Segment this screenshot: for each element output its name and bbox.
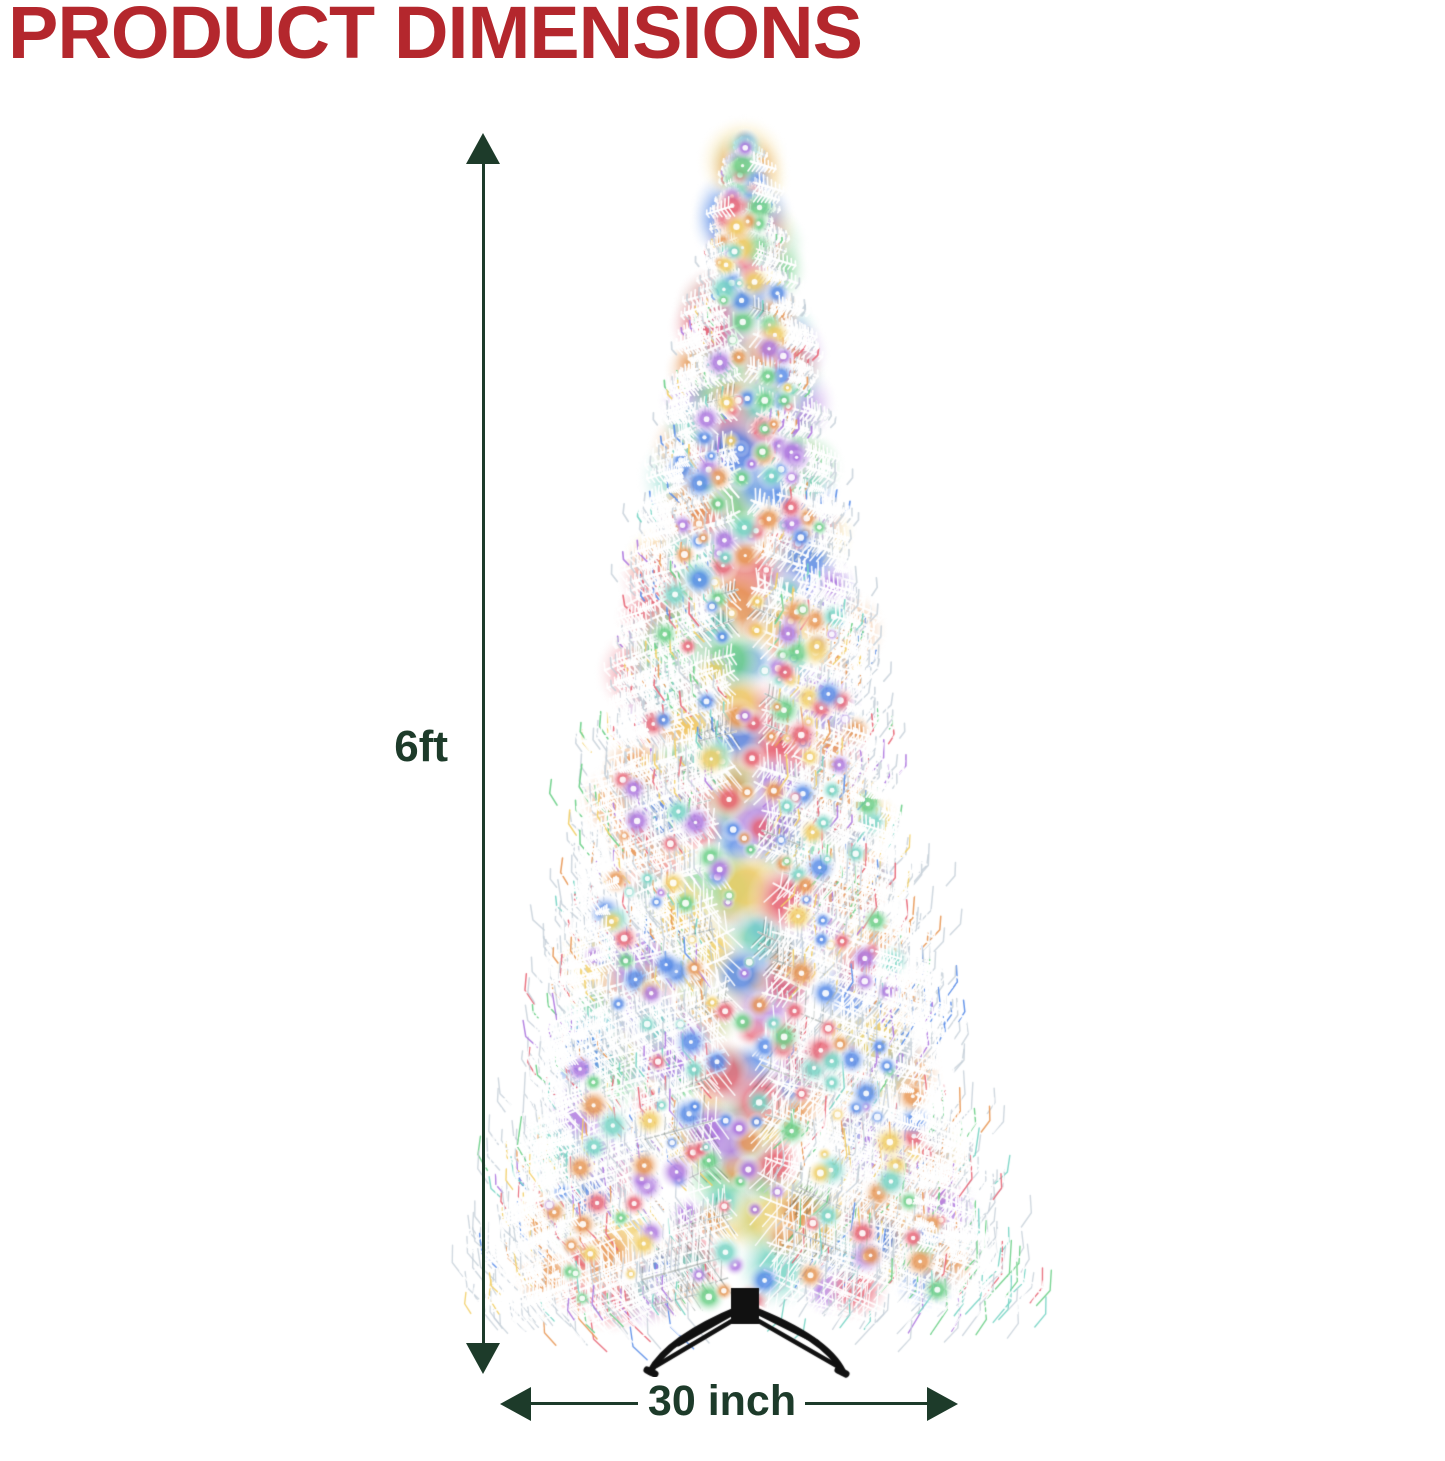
width-arrow-right-icon [927,1387,958,1421]
width-arrow-left-icon [500,1387,531,1421]
height-arrow-down-icon [466,1343,500,1374]
height-label: 6ft [394,722,448,771]
height-arrow-up-icon [466,133,500,164]
width-dimension-line-right [805,1402,930,1405]
width-label: 30 inch [641,1377,803,1426]
width-dimension-line-left [528,1402,638,1405]
height-dimension-line [482,160,485,1345]
